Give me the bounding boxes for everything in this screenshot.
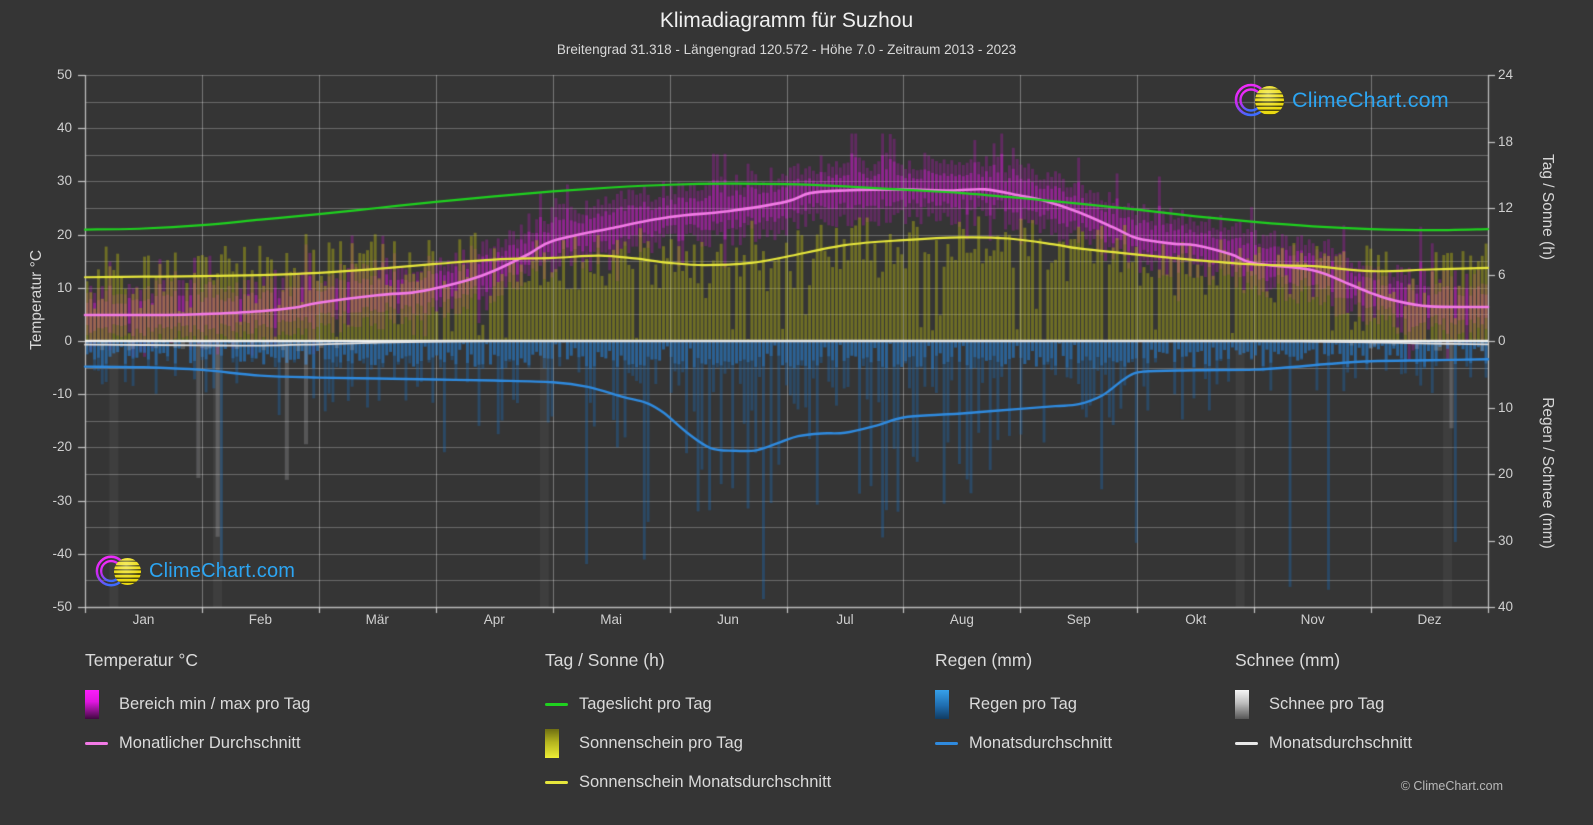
climechart-sun-icon bbox=[1255, 85, 1284, 115]
legend-item: Monatsdurchschnitt bbox=[935, 724, 1112, 763]
x-tick-month-Sep: Sep bbox=[1066, 612, 1091, 627]
y-tick-hours-18: 18 bbox=[1498, 133, 1514, 149]
y-tick-temp-50: 50 bbox=[56, 67, 72, 82]
y-tick-hours-0: 0 bbox=[1498, 333, 1506, 348]
legend-column-temperature: Temperatur °C Bereich min / max pro Tag Mo… bbox=[85, 650, 310, 763]
x-tick-month-Nov: Nov bbox=[1300, 612, 1325, 627]
y-tick-hours-12: 12 bbox=[1498, 200, 1514, 215]
legend-item: Regen pro Tag bbox=[935, 685, 1112, 724]
y-tick-temp-10: 10 bbox=[56, 279, 72, 295]
legend-title-day-sun: Tag / Sonne (h) bbox=[545, 650, 665, 670]
climechart-rings-icon bbox=[1234, 83, 1268, 117]
legend-swatch-line-magenta-icon bbox=[85, 742, 108, 745]
y-tick-temp-20: 20 bbox=[56, 226, 72, 242]
x-tick-month-Jun: Jun bbox=[717, 612, 739, 627]
y-axis-label-day-sun: Tag / Sonne (h) bbox=[1539, 154, 1556, 260]
x-tick-month-Jan: Jan bbox=[132, 612, 155, 627]
legend-label: Bereich min / max pro Tag bbox=[119, 695, 311, 713]
legend-label: Tageslicht pro Tag bbox=[579, 695, 712, 713]
climechart-watermark-text: ClimeChart.com bbox=[1292, 87, 1449, 112]
x-tick-month-Okt: Okt bbox=[1185, 612, 1207, 627]
y-tick-mm-20: 20 bbox=[1498, 466, 1514, 481]
legend-title-temperature: Temperatur °C bbox=[85, 650, 199, 670]
y-tick-mm-40: 40 bbox=[1498, 599, 1514, 614]
legend-title-rain: Regen (mm) bbox=[935, 650, 1033, 670]
y-tick-temp-30: 30 bbox=[56, 173, 72, 189]
y-tick-temp-0: 0 bbox=[64, 333, 72, 348]
y-tick-temp--20: -20 bbox=[52, 439, 72, 455]
x-tick-month-Mai: Mai bbox=[600, 612, 622, 627]
y-tick-temp--50: -50 bbox=[52, 599, 72, 614]
legend-swatch-gradient-white-icon bbox=[1235, 690, 1249, 719]
climechart-watermark-text: ClimeChart.com bbox=[149, 559, 296, 582]
y-tick-temp--40: -40 bbox=[52, 545, 72, 561]
legend-item: Sonnenschein pro Tag bbox=[545, 724, 831, 763]
legend-swatch-gradient-magenta-icon bbox=[85, 690, 99, 719]
x-tick-month-Apr: Apr bbox=[483, 612, 505, 627]
legend-item: Sonnenschein Monatsdurchschnitt bbox=[545, 763, 831, 802]
x-tick-month-Aug: Aug bbox=[949, 612, 974, 627]
legend-swatch-gradient-blue-icon bbox=[935, 690, 949, 719]
climechart-sun-icon bbox=[114, 557, 141, 585]
page-subtitle: Breitengrad 31.318 - Längengrad 120.572 … bbox=[556, 42, 1017, 57]
climechart-watermark-bottom: ClimeChart.com bbox=[95, 553, 295, 589]
y-tick-mm-10: 10 bbox=[1498, 399, 1514, 415]
legend-swatch-gradient-yellow-icon bbox=[545, 729, 559, 758]
climechart-watermark-top: ClimeChart.com bbox=[1234, 81, 1449, 119]
y-tick-temp--30: -30 bbox=[52, 492, 72, 508]
legend-item: Schnee pro Tag bbox=[1235, 685, 1412, 724]
y-tick-temp--10: -10 bbox=[52, 386, 72, 402]
legend-label: Sonnenschein Monatsdurchschnitt bbox=[579, 773, 832, 791]
legend-title-snow: Schnee (mm) bbox=[1235, 650, 1341, 670]
legend-label: Sonnenschein pro Tag bbox=[579, 734, 743, 752]
copyright-notice: © ClimeChart.com bbox=[1400, 779, 1503, 793]
legend-swatch-line-blue-icon bbox=[935, 742, 958, 745]
legend-column-rain: Regen (mm) Regen pro Tag Monatsdurchschnit… bbox=[935, 650, 1112, 763]
legend-column-snow: Schnee (mm) Schnee pro Tag Monatsdurchschn… bbox=[1235, 650, 1412, 763]
y-axis-label-rain-snow: Regen / Schnee (mm) bbox=[1539, 397, 1556, 549]
y-tick-temp-40: 40 bbox=[56, 120, 72, 136]
climechart-rings-icon bbox=[95, 555, 127, 587]
x-tick-month-Dez: Dez bbox=[1417, 612, 1442, 627]
legend-item: Tageslicht pro Tag bbox=[545, 685, 831, 724]
y-tick-hours-24: 24 bbox=[1498, 67, 1514, 82]
y-tick-hours-6: 6 bbox=[1498, 266, 1506, 282]
legend-swatch-line-green-icon bbox=[545, 703, 568, 706]
legend-label: Regen pro Tag bbox=[969, 695, 1077, 713]
x-tick-month-Mär: Mär bbox=[365, 612, 389, 627]
legend-swatch-line-yellow-icon bbox=[545, 781, 568, 784]
x-tick-month-Feb: Feb bbox=[248, 612, 272, 627]
page-title: Klimadiagramm für Suzhou bbox=[659, 9, 914, 32]
legend-item: Monatsdurchschnitt bbox=[1235, 724, 1412, 763]
x-tick-month-Jul: Jul bbox=[836, 612, 854, 627]
legend-swatch-line-white-icon bbox=[1235, 742, 1258, 745]
legend-column-day-sun: Tag / Sonne (h) Tageslicht pro Tag Sonnens… bbox=[545, 650, 831, 802]
legend-item: Monatlicher Durchschnitt bbox=[85, 724, 310, 763]
legend-label: Monatlicher Durchschnitt bbox=[119, 734, 301, 752]
legend-item: Bereich min / max pro Tag bbox=[85, 685, 310, 724]
legend-label: Monatsdurchschnitt bbox=[1269, 734, 1413, 752]
legend-label: Monatsdurchschnitt bbox=[969, 734, 1113, 752]
legend-label: Schnee pro Tag bbox=[1269, 695, 1385, 713]
y-tick-mm-30: 30 bbox=[1498, 532, 1514, 548]
